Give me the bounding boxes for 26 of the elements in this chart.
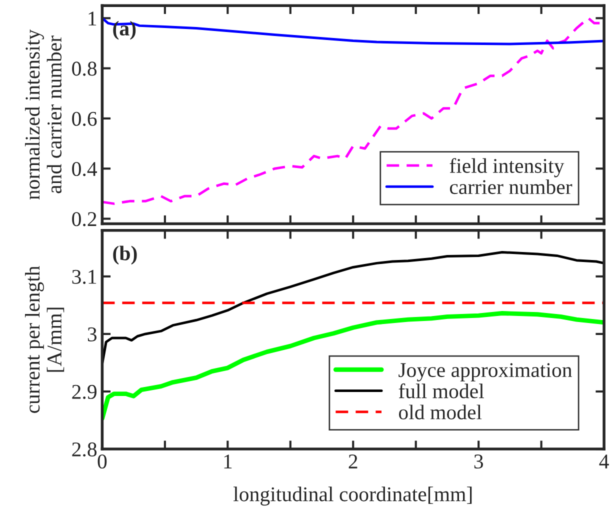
y-tick-label: 3 xyxy=(88,327,97,342)
legend-label: old model xyxy=(398,404,482,420)
x-tick-label: 1 xyxy=(224,454,232,468)
annotation: (b) xyxy=(113,246,137,265)
x-axis-title: longitudinal coordinate[mm] xyxy=(233,486,472,506)
y-axis-title: current per length [A/mm] xyxy=(25,266,64,413)
x-tick-label: 0 xyxy=(98,454,107,469)
line-series xyxy=(102,16,604,46)
x-tick-label: 4 xyxy=(599,454,609,468)
legend-label: carrier number xyxy=(450,179,572,194)
y-tick-label: 0.2 xyxy=(72,212,96,226)
y-tick-label: 3.1 xyxy=(72,270,96,284)
x-tick-label: 3 xyxy=(474,454,483,469)
y-tick-label: 1 xyxy=(88,12,96,26)
line-series xyxy=(102,311,604,421)
y-axis-title: normalized intensity and carrier number xyxy=(25,29,62,200)
y-tick-label: 0.6 xyxy=(72,112,97,126)
y-tick-label: 0.8 xyxy=(72,62,97,76)
annotation: (a) xyxy=(113,20,136,40)
y-tick-label: 2.8 xyxy=(72,442,97,457)
legend-label: Joyce approximation xyxy=(398,363,572,382)
y-tick-label: 2.9 xyxy=(72,384,96,400)
legend-label: full model xyxy=(398,383,484,398)
y-tick-label: 0.4 xyxy=(72,162,98,176)
legend-label: field intensity xyxy=(450,158,564,178)
x-tick-label: 2 xyxy=(348,454,358,468)
